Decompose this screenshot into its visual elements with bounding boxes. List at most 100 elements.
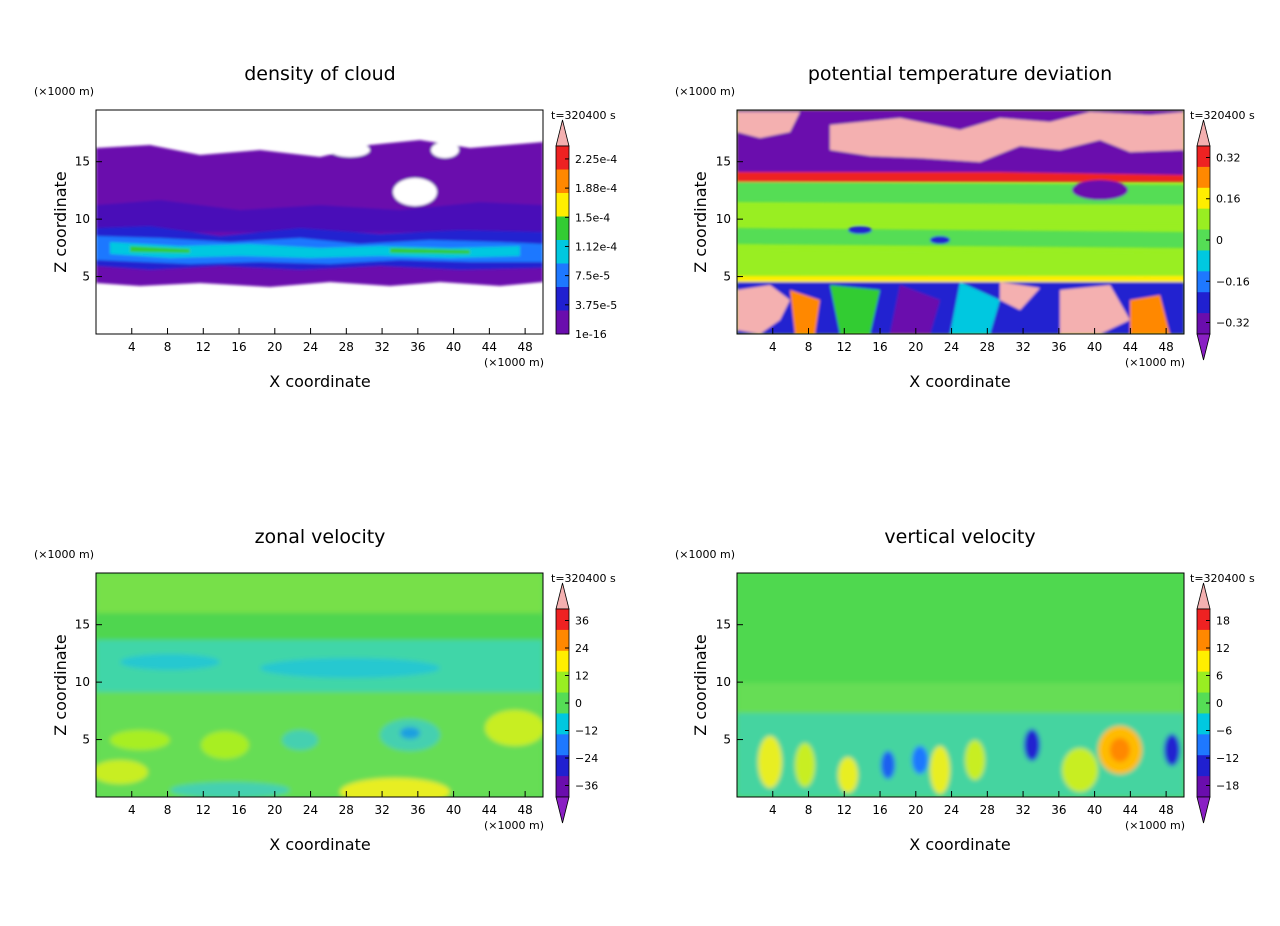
x-tick-label: 44	[482, 340, 497, 354]
colorbar-frame	[555, 145, 570, 335]
y-tick-label: 15	[75, 618, 90, 632]
x-tick-label: 36	[410, 803, 425, 817]
y-tick-label: 5	[82, 733, 90, 747]
colorbar: 2.25e-4 1.88e-4 1.5e-4 1.12e-4 7.5e-5 3.75e-5…	[555, 119, 617, 341]
x-tick-label: 28	[980, 340, 995, 354]
colorbar-label: 0.32	[1216, 151, 1241, 164]
colorbar: 18 12 6 0 −6 −12 −18	[1196, 582, 1239, 824]
x-tick-label: 44	[1123, 340, 1138, 354]
x-tick-label: 8	[164, 340, 172, 354]
colorbar-segment	[1197, 229, 1210, 251]
y-tick-label: 10	[75, 212, 90, 226]
colorbar-label: 6	[1216, 669, 1223, 682]
x-tick-label: 44	[482, 803, 497, 817]
y-tick-label: 10	[716, 675, 731, 689]
x-tick-label: 28	[339, 803, 354, 817]
colorbar-segment	[1197, 146, 1210, 168]
colorbar-segment	[1197, 208, 1210, 231]
x-tick-label: 48	[1158, 340, 1173, 354]
colorbar-label: 1e-16	[575, 328, 607, 341]
x-tick-group: 4 8 12 16 20 24 28 32 36 40 44 48	[769, 328, 1174, 354]
time-label: t=320400 s	[551, 109, 616, 122]
x-tick-label: 16	[231, 340, 246, 354]
colorbar-label: −12	[1216, 752, 1239, 765]
colorbar-segment	[556, 146, 569, 170]
time-label: t=320400 s	[1190, 572, 1255, 585]
y-tick-group: 5 10 15	[75, 618, 102, 747]
x-tick-label: 36	[1051, 803, 1066, 817]
x-tick-label: 40	[446, 340, 461, 354]
x-tick-label: 20	[267, 803, 282, 817]
y-tick-label: 15	[75, 155, 90, 169]
y-axis-label: Z coordinate	[51, 634, 70, 735]
x-tick-label: 24	[303, 340, 318, 354]
x-tick-label: 8	[164, 803, 172, 817]
colorbar-segment	[556, 650, 569, 673]
colorbar-segment	[1197, 609, 1210, 631]
colorbar-segment	[1197, 187, 1210, 210]
colorbar-bottom-arrow	[1196, 333, 1211, 361]
colorbar-label: 0.16	[1216, 193, 1241, 206]
x-tick-label: 16	[231, 803, 246, 817]
colorbar-top-arrow	[555, 119, 570, 147]
x-axis-label: X coordinate	[909, 835, 1010, 854]
colorbar-label: 18	[1216, 614, 1230, 627]
y-tick-label: 10	[716, 212, 731, 226]
colorbar-top-arrow	[555, 582, 570, 610]
colorbar-segment	[556, 734, 569, 756]
x-tick-label: 12	[837, 803, 852, 817]
colorbar-label: −12	[575, 725, 598, 738]
x-axis-label: X coordinate	[909, 372, 1010, 391]
x-tick-label: 40	[1087, 340, 1102, 354]
colorbar-label: 2.25e-4	[575, 153, 617, 166]
x-tick-label: 32	[374, 803, 389, 817]
colorbar-segment	[556, 193, 569, 217]
colorbar-label: −6	[1216, 725, 1232, 738]
panel-potential-temperature-deviation: potential temperature deviation (×1000 m…	[675, 63, 1255, 391]
colorbar-label: −18	[1216, 780, 1239, 793]
x-tick-label: 20	[267, 340, 282, 354]
x-tick-label: 48	[517, 803, 532, 817]
x-tick-label: 28	[339, 340, 354, 354]
colorbar-label: 12	[1216, 642, 1230, 655]
time-label: t=320400 s	[551, 572, 616, 585]
colorbar-segment	[556, 287, 569, 311]
x-tick-label: 36	[1051, 340, 1066, 354]
x-tick-label: 20	[908, 803, 923, 817]
colorbar-label: −0.32	[1216, 317, 1250, 330]
colorbar-segment	[556, 310, 569, 335]
x-unit-label: (×1000 m)	[484, 356, 544, 369]
y-tick-label: 5	[82, 270, 90, 284]
colorbar-top-arrow	[1196, 119, 1211, 147]
plot-frame	[736, 572, 1185, 798]
colorbar-label: 0	[575, 697, 582, 710]
x-tick-group: 4 8 12 16 20 24 28 32 36 40 44 48	[128, 328, 533, 354]
x-tick-label: 4	[769, 340, 777, 354]
x-tick-label: 44	[1123, 803, 1138, 817]
x-tick-label: 12	[837, 340, 852, 354]
colorbar-label: 0	[1216, 697, 1223, 710]
x-tick-label: 48	[1158, 803, 1173, 817]
colorbar-label: 12	[575, 669, 589, 682]
y-tick-label: 10	[75, 675, 90, 689]
colorbar-segment	[1197, 671, 1210, 694]
chart-title: zonal velocity	[255, 526, 386, 548]
colorbar-segment	[1197, 250, 1210, 272]
x-tick-label: 48	[517, 340, 532, 354]
colorbar-segment	[1197, 692, 1210, 714]
colorbar-label: 7.5e-5	[575, 270, 610, 283]
colorbar-bottom-arrow	[1196, 796, 1211, 824]
x-unit-label: (×1000 m)	[1125, 819, 1185, 832]
y-unit-label: (×1000 m)	[675, 548, 735, 561]
x-unit-label: (×1000 m)	[484, 819, 544, 832]
plot-frame	[95, 572, 544, 798]
y-unit-label: (×1000 m)	[34, 85, 94, 98]
y-tick-label: 15	[716, 618, 731, 632]
colorbar-top-arrow	[1196, 582, 1211, 610]
colorbar-label: −36	[575, 780, 598, 793]
x-tick-label: 12	[196, 803, 211, 817]
x-tick-label: 32	[374, 340, 389, 354]
heatmap-field	[737, 110, 1184, 334]
colorbar-segment	[556, 629, 569, 652]
x-tick-group: 4 8 12 16 20 24 28 32 36 40 44 48	[769, 791, 1174, 817]
